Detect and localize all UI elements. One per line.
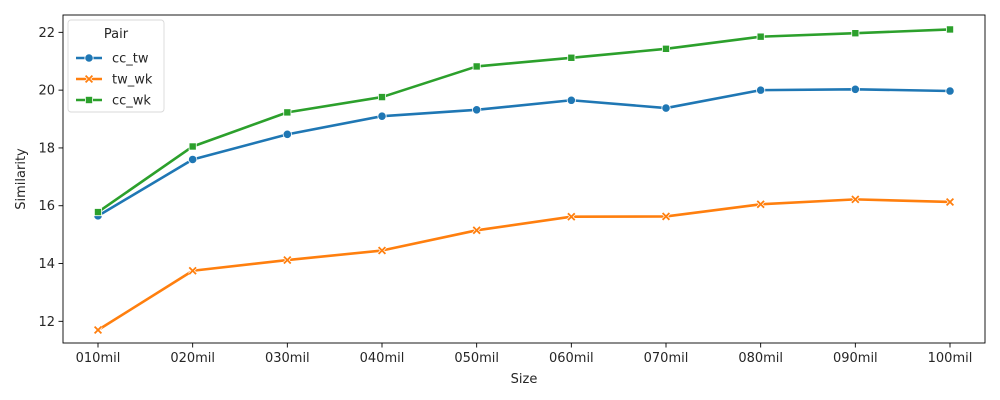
data-point-cc_wk <box>946 25 955 34</box>
legend-marker <box>84 53 94 63</box>
x-tick-label: 050mil <box>454 351 499 366</box>
data-point-tw_wk <box>756 199 766 209</box>
legend-label: tw_wk <box>112 73 153 88</box>
data-point-cc_wk <box>377 93 386 102</box>
series-line-tw_wk <box>96 198 952 332</box>
legend: Pair cc_tw tw_wk cc_wk <box>67 19 165 113</box>
x-tick-label: 060mil <box>549 351 594 366</box>
data-point-cc_wk <box>188 142 197 151</box>
data-point-tw_wk <box>377 245 387 256</box>
x-tick-label: 090mil <box>833 351 878 366</box>
axes-layer: 010mil 020mil 030mil 040mil 050mil 060mil 070m… <box>14 14 986 387</box>
plot-frame <box>62 14 986 344</box>
legend-marker <box>84 74 94 84</box>
marker-x-stroke <box>377 246 387 255</box>
data-point-cc_wk <box>472 62 481 71</box>
y-tick-label: 20 <box>38 84 55 99</box>
data-point-tw_wk <box>188 266 198 276</box>
data-point-cc_wk <box>851 29 860 38</box>
data-point-tw_wk <box>93 325 103 335</box>
marker-x-stroke <box>472 226 481 235</box>
marker-x-stroke <box>567 212 576 221</box>
data-point-cc_tw <box>377 111 387 121</box>
x-tick-label: 070mil <box>644 351 689 366</box>
y-axis-title: Similarity <box>14 148 29 210</box>
data-point-cc_tw <box>850 84 860 94</box>
marker-x-stroke <box>283 256 292 265</box>
marker-x-stroke <box>756 200 765 209</box>
marker-x-stroke <box>188 266 197 275</box>
y-tick-label: 16 <box>38 199 55 214</box>
legend-item-cc_wk: cc_wk <box>76 94 151 109</box>
data-point-tw_wk <box>566 212 576 222</box>
x-tick-label: 100mil <box>928 351 973 366</box>
x-tick-label: 010mil <box>76 351 121 366</box>
legend-box <box>67 19 165 113</box>
data-point-cc_wk <box>94 208 103 217</box>
marker-x-stroke <box>851 195 860 204</box>
y-tick-label: 22 <box>38 26 55 41</box>
series-line-cc_tw <box>96 87 952 218</box>
data-point-cc_tw <box>756 85 766 95</box>
data-point-cc_tw <box>566 95 576 105</box>
series-cc_tw <box>93 84 955 221</box>
marker-x-stroke <box>93 325 103 335</box>
x-axis-title: Size <box>511 372 538 387</box>
data-point-cc_tw <box>282 129 292 139</box>
legend-label: cc_tw <box>112 52 149 67</box>
legend-item-cc_tw: cc_tw <box>76 52 149 67</box>
data-point-cc_tw <box>188 154 198 165</box>
data-point-cc_wk <box>662 44 671 53</box>
y-tick-label: 18 <box>38 141 55 156</box>
series-tw_wk <box>93 194 955 335</box>
x-tick-label: 030mil <box>265 351 310 366</box>
data-point-cc_tw <box>945 86 955 96</box>
data-point-tw_wk <box>661 211 671 221</box>
data-point-tw_wk <box>945 197 955 207</box>
data-point-cc_tw <box>661 103 671 113</box>
data-point-cc_wk <box>567 53 576 62</box>
data-point-cc_wk <box>283 108 292 117</box>
data-point-cc_tw <box>472 105 482 115</box>
x-tick-label: 080mil <box>738 351 783 366</box>
legend-title: Pair <box>104 27 129 42</box>
legend-marker <box>85 96 94 105</box>
data-point-tw_wk <box>850 194 860 204</box>
series-line-cc_wk <box>96 28 952 214</box>
y-tick-label: 14 <box>38 257 55 272</box>
marker-x-stroke <box>661 212 671 221</box>
legend-label: cc_wk <box>112 94 151 109</box>
legend-item-tw_wk: tw_wk <box>76 73 153 88</box>
marker-x-stroke <box>84 74 94 84</box>
x-tick-label: 020mil <box>170 351 215 366</box>
y-tick-label: 12 <box>38 315 55 330</box>
series-cc_wk <box>94 25 955 217</box>
x-tick-label: 040mil <box>360 351 405 366</box>
series-layer <box>93 25 955 335</box>
data-point-tw_wk <box>472 225 482 235</box>
data-point-cc_wk <box>756 32 765 41</box>
marker-x-stroke <box>945 197 955 207</box>
data-point-tw_wk <box>282 255 292 265</box>
